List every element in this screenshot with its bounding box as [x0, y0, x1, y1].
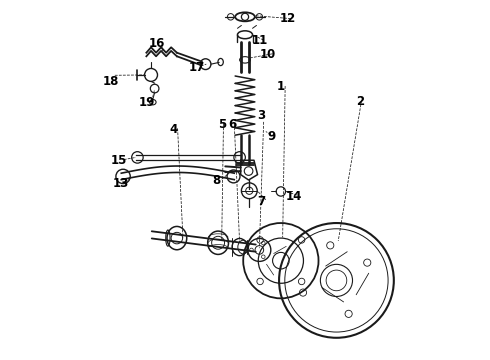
Text: 13: 13 — [113, 177, 129, 190]
Text: 16: 16 — [149, 37, 165, 50]
Text: 10: 10 — [260, 48, 276, 61]
Text: 12: 12 — [280, 12, 296, 25]
Text: 1: 1 — [277, 80, 285, 93]
Text: 9: 9 — [268, 130, 276, 144]
Text: 7: 7 — [257, 195, 265, 208]
Text: 2: 2 — [356, 95, 364, 108]
Text: 17: 17 — [189, 60, 205, 73]
Text: 8: 8 — [212, 174, 220, 186]
Text: 11: 11 — [251, 33, 268, 47]
Text: 14: 14 — [285, 190, 302, 203]
Text: 5: 5 — [218, 118, 226, 131]
Text: 18: 18 — [102, 75, 119, 88]
Text: 19: 19 — [138, 96, 154, 109]
Text: 3: 3 — [257, 109, 265, 122]
Text: 15: 15 — [111, 154, 127, 167]
Text: 4: 4 — [169, 123, 177, 136]
Text: 6: 6 — [228, 118, 237, 131]
